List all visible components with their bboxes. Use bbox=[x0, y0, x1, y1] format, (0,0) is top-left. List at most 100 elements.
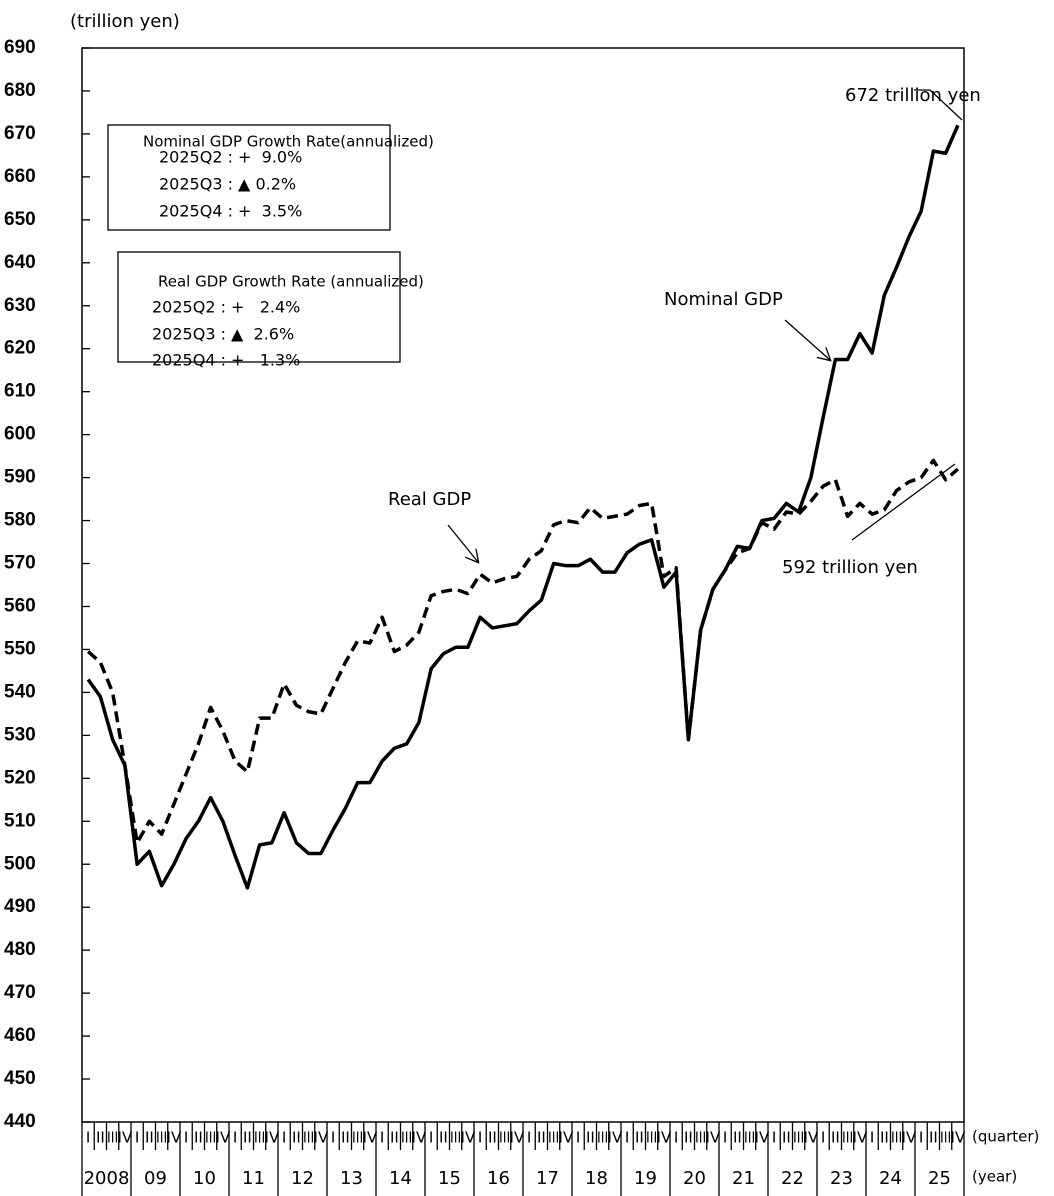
x-tick-label: III bbox=[597, 1129, 608, 1147]
y-tick-label: 470 bbox=[4, 982, 36, 1003]
x-tick-label: IV bbox=[363, 1129, 378, 1147]
x-tick-label: IV bbox=[265, 1129, 280, 1147]
year-label: 09 bbox=[144, 1168, 167, 1189]
box-title: Nominal GDP Growth Rate(annualized) bbox=[143, 133, 434, 151]
y-tick-label: 670 bbox=[4, 123, 36, 144]
leader-line bbox=[851, 463, 956, 541]
x-tick-label: I bbox=[233, 1129, 237, 1147]
x-tick-label: IV bbox=[559, 1129, 574, 1147]
leader-line bbox=[914, 89, 963, 121]
y-tick-label: 540 bbox=[4, 681, 36, 702]
x-tick-label: I bbox=[135, 1129, 139, 1147]
x-tick-label: I bbox=[576, 1129, 580, 1147]
x-tick-label: III bbox=[303, 1129, 314, 1147]
y-tick-label: 650 bbox=[4, 209, 36, 230]
series-line bbox=[86, 458, 960, 845]
x-tick-label: III bbox=[940, 1129, 951, 1147]
year-label: 25 bbox=[928, 1168, 951, 1189]
x-tick-label: IV bbox=[804, 1129, 819, 1147]
x-tick-label: I bbox=[625, 1129, 629, 1147]
y-tick-label: 620 bbox=[4, 338, 36, 359]
y-tick-label: 550 bbox=[4, 638, 36, 659]
y-tick-label: 570 bbox=[4, 553, 36, 574]
x-tick-label: IV bbox=[510, 1129, 525, 1147]
x-tick-label: II bbox=[194, 1129, 203, 1147]
y-tick-label: 440 bbox=[4, 1111, 36, 1132]
box-title: Real GDP Growth Rate (annualized) bbox=[158, 273, 424, 291]
x-tick-label: II bbox=[537, 1129, 546, 1147]
x-tick-label: III bbox=[891, 1129, 902, 1147]
x-tick-label: IV bbox=[706, 1129, 721, 1147]
x-tick-label: II bbox=[831, 1129, 840, 1147]
annotation: 592 trillion yen bbox=[782, 557, 918, 578]
x-tick-label: II bbox=[341, 1129, 350, 1147]
x-tick-label: I bbox=[870, 1129, 874, 1147]
x-tick-label: IV bbox=[461, 1129, 476, 1147]
annotation-box bbox=[107, 124, 391, 231]
x-tick-label: I bbox=[527, 1129, 531, 1147]
x-tick-label: II bbox=[145, 1129, 154, 1147]
year-label: 19 bbox=[634, 1168, 657, 1189]
year-label: 16 bbox=[487, 1168, 510, 1189]
x-tick-label: IV bbox=[951, 1129, 966, 1147]
y-tick-label: 610 bbox=[4, 381, 36, 402]
x-tick-label: IV bbox=[314, 1129, 329, 1147]
x-tick-label: III bbox=[156, 1129, 167, 1147]
x-axis-label: (year) bbox=[972, 1168, 1017, 1186]
x-tick-label: I bbox=[674, 1129, 678, 1147]
y-tick-label: 530 bbox=[4, 724, 36, 745]
year-label: 23 bbox=[830, 1168, 853, 1189]
annotation: 672 trillion yen bbox=[845, 85, 981, 106]
x-tick-label: II bbox=[880, 1129, 889, 1147]
x-tick-label: III bbox=[646, 1129, 657, 1147]
arrow bbox=[784, 319, 830, 360]
x-tick-label: IV bbox=[853, 1129, 868, 1147]
x-tick-label: II bbox=[929, 1129, 938, 1147]
x-tick-label: I bbox=[772, 1129, 776, 1147]
x-axis-label: (quarter) bbox=[972, 1128, 1039, 1146]
y-tick-label: 480 bbox=[4, 939, 36, 960]
x-tick-label: II bbox=[292, 1129, 301, 1147]
x-tick-label: I bbox=[86, 1129, 90, 1147]
box-line: 2025Q3 : ▲ 2.6% bbox=[152, 325, 294, 344]
x-tick-label: II bbox=[243, 1129, 252, 1147]
x-tick-label: III bbox=[205, 1129, 216, 1147]
box-line: 2025Q2 : + 9.0% bbox=[159, 148, 302, 167]
x-tick-label: IV bbox=[657, 1129, 672, 1147]
annotation-box bbox=[117, 251, 401, 363]
y-tick-label: 640 bbox=[4, 252, 36, 273]
x-tick-label: II bbox=[782, 1129, 791, 1147]
year-label: 14 bbox=[389, 1168, 412, 1189]
x-tick-label: II bbox=[733, 1129, 742, 1147]
x-tick-label: I bbox=[723, 1129, 727, 1147]
x-tick-label: II bbox=[96, 1129, 105, 1147]
box-line: 2025Q4 : + 1.3% bbox=[152, 351, 300, 370]
arrow bbox=[447, 524, 478, 562]
y-tick-label: 690 bbox=[4, 37, 36, 58]
y-tick-label: 450 bbox=[4, 1068, 36, 1089]
series-line bbox=[86, 124, 960, 890]
x-tick-label: III bbox=[254, 1129, 265, 1147]
x-tick-label: I bbox=[478, 1129, 482, 1147]
x-tick-label: III bbox=[695, 1129, 706, 1147]
x-tick-label: III bbox=[107, 1129, 118, 1147]
x-tick-label: IV bbox=[902, 1129, 917, 1147]
y-tick-label: 590 bbox=[4, 467, 36, 488]
x-tick-label: III bbox=[450, 1129, 461, 1147]
y-tick-label: 520 bbox=[4, 767, 36, 788]
y-tick-label: 580 bbox=[4, 510, 36, 531]
y-axis-label: (trillion yen) bbox=[70, 11, 180, 32]
x-tick-label: I bbox=[919, 1129, 923, 1147]
x-tick-label: II bbox=[390, 1129, 399, 1147]
y-tick-label: 660 bbox=[4, 166, 36, 187]
y-tick-label: 490 bbox=[4, 896, 36, 917]
x-tick-label: II bbox=[635, 1129, 644, 1147]
x-tick-label: I bbox=[380, 1129, 384, 1147]
x-tick-label: III bbox=[548, 1129, 559, 1147]
year-label: 22 bbox=[781, 1168, 804, 1189]
x-tick-label: I bbox=[429, 1129, 433, 1147]
x-tick-label: III bbox=[499, 1129, 510, 1147]
y-tick-label: 460 bbox=[4, 1025, 36, 1046]
x-tick-label: II bbox=[684, 1129, 693, 1147]
